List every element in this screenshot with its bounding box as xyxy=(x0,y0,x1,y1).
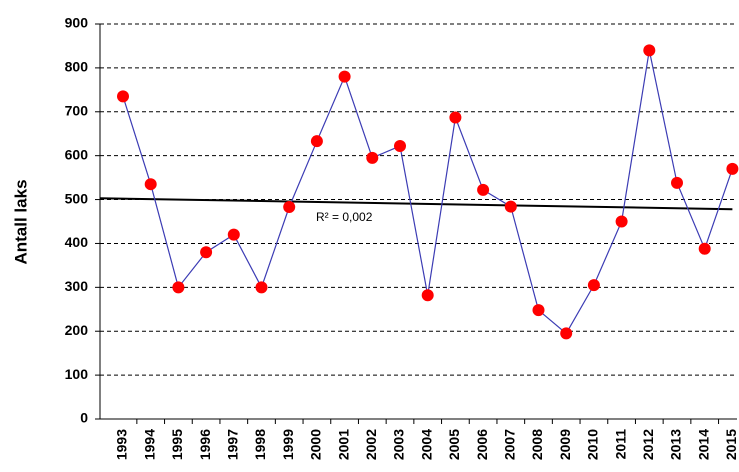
x-tick-label: 2014 xyxy=(695,429,711,460)
marker xyxy=(587,279,600,292)
marker xyxy=(200,246,213,259)
marker xyxy=(227,228,240,241)
x-tick-label: 2000 xyxy=(308,429,324,460)
marker xyxy=(283,201,296,214)
x-tick-label: 2005 xyxy=(446,429,462,460)
x-tick-label: 1996 xyxy=(197,429,213,460)
x-tick-label: 2001 xyxy=(335,429,351,460)
x-tick-label: 2003 xyxy=(391,429,407,460)
marker xyxy=(310,135,323,148)
marker xyxy=(421,289,434,302)
x-tick-label: 2007 xyxy=(502,429,518,460)
y-tick-label: 0 xyxy=(80,410,88,426)
x-tick-label: 1995 xyxy=(169,429,185,460)
x-tick-label: 1994 xyxy=(141,429,157,460)
marker xyxy=(117,90,129,103)
x-tick-label: 2002 xyxy=(363,429,379,460)
y-tick-label: 900 xyxy=(65,15,89,31)
x-tick-label: 2004 xyxy=(418,429,434,460)
marker xyxy=(726,162,739,175)
x-tick-label: 1993 xyxy=(114,429,130,460)
y-axis-label: Antall laks xyxy=(11,179,30,264)
y-tick-label: 300 xyxy=(65,278,89,294)
marker xyxy=(643,44,656,57)
x-tick-label: 2006 xyxy=(474,429,490,460)
marker xyxy=(615,215,628,228)
marker xyxy=(366,151,379,164)
marker xyxy=(698,242,711,255)
y-tick-label: 200 xyxy=(65,322,89,338)
marker xyxy=(671,176,683,189)
x-tick-label: 2015 xyxy=(723,429,739,460)
marker xyxy=(144,178,157,191)
y-tick-label: 400 xyxy=(65,234,89,250)
y-tick-label: 100 xyxy=(65,366,89,382)
marker xyxy=(504,200,517,213)
x-tick-label: 2010 xyxy=(585,429,601,460)
x-tick-label: 2009 xyxy=(557,429,573,460)
y-tick-label: 600 xyxy=(65,146,89,162)
x-tick-label: 2008 xyxy=(529,429,545,460)
marker xyxy=(449,111,462,124)
x-tick-label: 2013 xyxy=(668,429,684,460)
annotation: R² = 0,002 xyxy=(316,210,373,224)
marker xyxy=(532,304,545,317)
y-tick-label: 800 xyxy=(65,59,89,75)
y-tick-label: 700 xyxy=(65,102,89,118)
marker xyxy=(172,281,185,294)
x-tick-label: 1998 xyxy=(252,429,268,460)
x-tick-label: 2012 xyxy=(640,429,656,460)
trend-line xyxy=(99,197,733,211)
x-tick-label: 2011 xyxy=(612,429,628,460)
marker xyxy=(255,281,268,294)
marker xyxy=(394,140,406,153)
marker xyxy=(560,327,573,340)
marker xyxy=(477,183,490,196)
x-tick-label: 1999 xyxy=(280,429,296,460)
y-tick-label: 500 xyxy=(65,190,89,206)
x-tick-label: 1997 xyxy=(225,429,241,460)
marker xyxy=(338,70,351,83)
